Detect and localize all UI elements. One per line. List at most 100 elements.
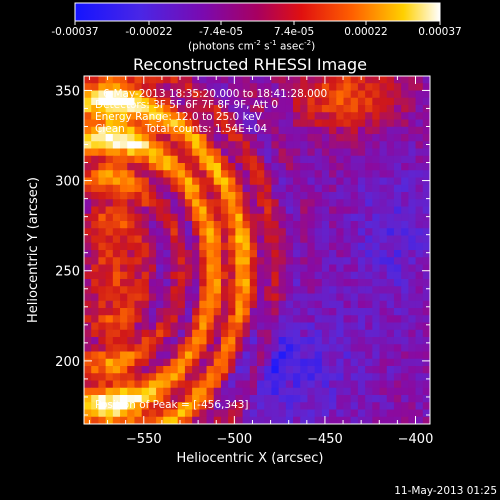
heatmap-cell [336, 97, 345, 106]
heatmap-cell [386, 126, 395, 135]
heatmap-cell [350, 192, 359, 200]
heatmap-cell [321, 177, 330, 186]
heatmap-cell [184, 337, 193, 345]
heatmap-cell [105, 235, 114, 244]
heatmap-cell [293, 105, 301, 113]
heatmap-cell [393, 235, 402, 244]
heatmap-cell [163, 322, 172, 331]
heatmap-cell [271, 206, 280, 215]
heatmap-cell [343, 235, 352, 244]
heatmap-cell [307, 257, 316, 266]
heatmap-cell [163, 329, 172, 338]
heatmap-cell [321, 199, 330, 208]
heatmap-cell [220, 366, 229, 374]
heatmap-cell [300, 358, 309, 367]
heatmap-cell [199, 358, 208, 367]
heatmap-cell [141, 170, 150, 179]
heatmap-cell [235, 250, 244, 258]
heatmap-cell [257, 409, 265, 418]
heatmap-cell [127, 387, 136, 396]
heatmap-cell [192, 337, 200, 345]
heatmap-cell [336, 351, 345, 360]
heatmap-cell [415, 148, 424, 157]
heatmap-cell [177, 105, 186, 113]
heatmap-cell [285, 199, 294, 208]
heatmap-cell [393, 322, 402, 331]
heatmap-cell [293, 366, 301, 374]
heatmap-cell [112, 409, 121, 418]
heatmap-cell [408, 163, 417, 171]
heatmap-cell [192, 351, 200, 360]
heatmap-cell [141, 105, 150, 113]
heatmap-cell [415, 242, 424, 251]
heatmap-cell [329, 228, 337, 237]
heatmap-cell [336, 155, 345, 164]
heatmap-cell [242, 315, 251, 324]
heatmap-cell [112, 416, 121, 424]
heatmap-cell [177, 286, 186, 295]
heatmap-cell [321, 416, 330, 424]
heatmap-cell [242, 213, 251, 222]
heatmap-cell [127, 97, 136, 106]
heatmap-cell [372, 395, 381, 403]
heatmap-cell [285, 76, 294, 84]
heatmap-cell [357, 300, 366, 309]
heatmap-cell [120, 97, 128, 106]
heatmap-cell [156, 322, 164, 331]
heatmap-cell [271, 90, 280, 99]
heatmap-cell [257, 308, 265, 316]
heatmap-cell [278, 329, 287, 338]
heatmap-cell [163, 170, 172, 179]
heatmap-cell [293, 235, 301, 244]
heatmap-cell [300, 112, 309, 121]
heatmap-cell [199, 148, 208, 157]
heatmap-cell [235, 300, 244, 309]
heatmap-cell [84, 380, 92, 389]
heatmap-cell [350, 141, 359, 150]
heatmap-cell [379, 177, 388, 186]
heatmap-cell [357, 271, 366, 280]
heatmap-cell [242, 409, 251, 418]
heatmap-cell [120, 264, 128, 273]
heatmap-cell [170, 337, 179, 345]
heatmap-cell [314, 344, 323, 353]
heatmap-cell [285, 351, 294, 360]
heatmap-cell [192, 271, 200, 280]
heatmap-cell [156, 402, 164, 411]
heatmap-cell [213, 315, 222, 324]
heatmap-cell [163, 351, 172, 360]
heatmap-cell [141, 358, 150, 367]
annotation-time-range: 6-May-2013 18:35:20.000 to 18:41:28.000 [103, 88, 327, 100]
heatmap-cell [228, 192, 236, 200]
heatmap-cell [242, 119, 251, 128]
heatmap-cell [206, 366, 215, 374]
heatmap-cell [285, 329, 294, 338]
heatmap-cell [170, 228, 179, 237]
heatmap-cell [127, 271, 136, 280]
heatmap-cell [199, 90, 208, 99]
heatmap-cell [206, 76, 215, 84]
heatmap-cell [422, 257, 430, 266]
heatmap-cell [84, 315, 92, 324]
heatmap-cell [249, 155, 258, 164]
heatmap-cell [228, 250, 236, 258]
heatmap-cell [264, 366, 273, 374]
heatmap-cell [293, 402, 301, 411]
heatmap-cell [148, 409, 157, 418]
heatmap-cell [343, 155, 352, 164]
heatmap-cell [401, 148, 409, 157]
heatmap-cell [307, 322, 316, 331]
heatmap-cell [365, 344, 373, 353]
heatmap-cell [170, 286, 179, 295]
heatmap-cell [401, 308, 409, 316]
heatmap-cell [170, 112, 179, 121]
heatmap-cell [134, 409, 143, 418]
heatmap-cell [235, 155, 244, 164]
heatmap-cell [163, 358, 172, 367]
heatmap-cell [343, 177, 352, 186]
heatmap-cell [177, 380, 186, 389]
heatmap-cell [329, 105, 337, 113]
heatmap-cell [329, 337, 337, 345]
heatmap-cell [264, 293, 273, 302]
heatmap-cell [408, 83, 417, 92]
